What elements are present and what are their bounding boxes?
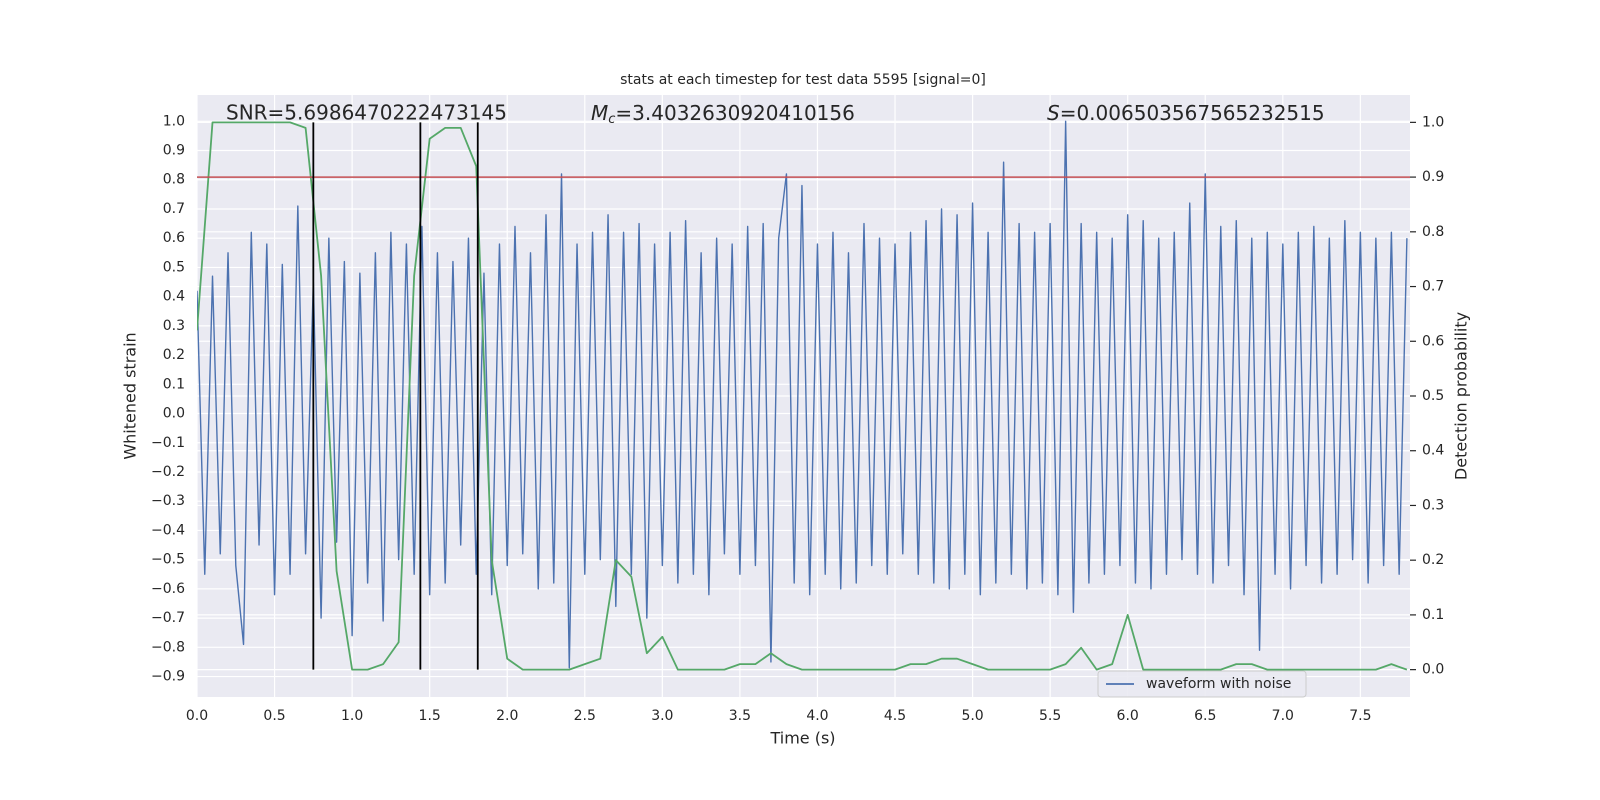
y-tick-label: −0.7 bbox=[151, 610, 185, 626]
x-tick-label: 3.0 bbox=[651, 708, 673, 724]
y-tick-label: −0.8 bbox=[151, 639, 185, 655]
y2-tick-label: 0.6 bbox=[1422, 333, 1444, 349]
y2-tick-label: 0.4 bbox=[1422, 443, 1444, 459]
y-tick-label: 0.6 bbox=[163, 230, 185, 246]
x-tick-label: 4.5 bbox=[884, 708, 906, 724]
y2-tick-label: 1.0 bbox=[1422, 114, 1444, 130]
x-tick-label: 6.5 bbox=[1194, 708, 1216, 724]
y-tick-label: 0.8 bbox=[163, 172, 185, 188]
y2-tick-label: 0.9 bbox=[1422, 169, 1444, 185]
y-tick-label: 0.7 bbox=[163, 201, 185, 217]
y-tick-label: 0.2 bbox=[163, 347, 185, 363]
y-tick-label: −0.5 bbox=[151, 552, 185, 568]
y2-tick-label: 0.7 bbox=[1422, 279, 1444, 295]
annotation-text: =0.006503567565232515 bbox=[1060, 101, 1325, 125]
x-tick-label: 7.0 bbox=[1272, 708, 1294, 724]
y-tick-label: −0.2 bbox=[151, 464, 185, 480]
y-tick-label: 0.3 bbox=[163, 318, 185, 334]
y-tick-label: −0.4 bbox=[151, 522, 185, 538]
x-axis-label: Time (s) bbox=[769, 729, 835, 748]
y-tick-label: 0.1 bbox=[163, 376, 185, 392]
y-tick-label: 0.9 bbox=[163, 143, 185, 159]
chart-title: stats at each timestep for test data 559… bbox=[620, 72, 986, 88]
y2-tick-label: 0.1 bbox=[1422, 607, 1444, 623]
y-tick-label: −0.1 bbox=[151, 435, 185, 451]
x-tick-label: 3.5 bbox=[729, 708, 751, 724]
x-tick-label: 1.0 bbox=[341, 708, 363, 724]
legend-box bbox=[1097, 670, 1307, 698]
annotation-symbol: M bbox=[591, 101, 608, 125]
y-tick-label: 0.5 bbox=[163, 259, 185, 275]
x-tick-label: 6.0 bbox=[1117, 708, 1139, 724]
x-tick-label: 5.0 bbox=[961, 708, 983, 724]
annotation-text: =3.4032630920410156 bbox=[615, 101, 854, 125]
legend-label: waveform with noise bbox=[1146, 676, 1291, 692]
x-tick-label: 1.5 bbox=[419, 708, 441, 724]
y-tick-label: −0.9 bbox=[151, 669, 185, 685]
y2-tick-label: 0.8 bbox=[1422, 224, 1444, 240]
y-tick-label: −0.3 bbox=[151, 493, 185, 509]
annotation: SNR=5.6986470222473145 bbox=[226, 101, 507, 125]
annotation-symbol: S bbox=[1047, 101, 1060, 125]
y2-tick-label: 0.2 bbox=[1422, 552, 1444, 568]
series-line bbox=[197, 120, 1408, 669]
y2-tick-label: 0.0 bbox=[1422, 662, 1444, 678]
x-tick-label: 4.0 bbox=[806, 708, 828, 724]
y-tick-label: −0.6 bbox=[151, 581, 185, 597]
x-tick-label: 2.0 bbox=[496, 708, 518, 724]
y-tick-label: 0.0 bbox=[163, 406, 185, 422]
annotation: S=0.006503567565232515 bbox=[1047, 101, 1325, 125]
y2-tick-label: 0.5 bbox=[1422, 388, 1444, 404]
legend: waveform with noise bbox=[1097, 670, 1307, 698]
x-tick-label: 2.5 bbox=[574, 708, 596, 724]
y-axis-label: Whitened strain bbox=[121, 332, 140, 459]
y2-tick-label: 0.3 bbox=[1422, 497, 1444, 513]
y2-axis-label: Detection probability bbox=[1452, 312, 1471, 480]
annotation-subscript: c bbox=[608, 112, 615, 127]
annotation: Mc=3.4032630920410156 bbox=[591, 101, 855, 127]
labels: 0.0 0.5 1.0 1.5 2.0 2.5 3.0 3.5 4.0 4.5 5.0 5.5 6.0 6… bbox=[151, 113, 1444, 724]
series-line bbox=[197, 121, 1408, 671]
x-tick-label: 0.5 bbox=[263, 708, 285, 724]
marks bbox=[197, 120, 1410, 671]
x-tick-label: 7.5 bbox=[1349, 708, 1371, 724]
y-tick-label: 0.4 bbox=[163, 289, 185, 305]
x-tick-label: 0.0 bbox=[186, 708, 208, 724]
y-tick-label: 1.0 bbox=[163, 113, 185, 129]
x-tick-label: 5.5 bbox=[1039, 708, 1061, 724]
